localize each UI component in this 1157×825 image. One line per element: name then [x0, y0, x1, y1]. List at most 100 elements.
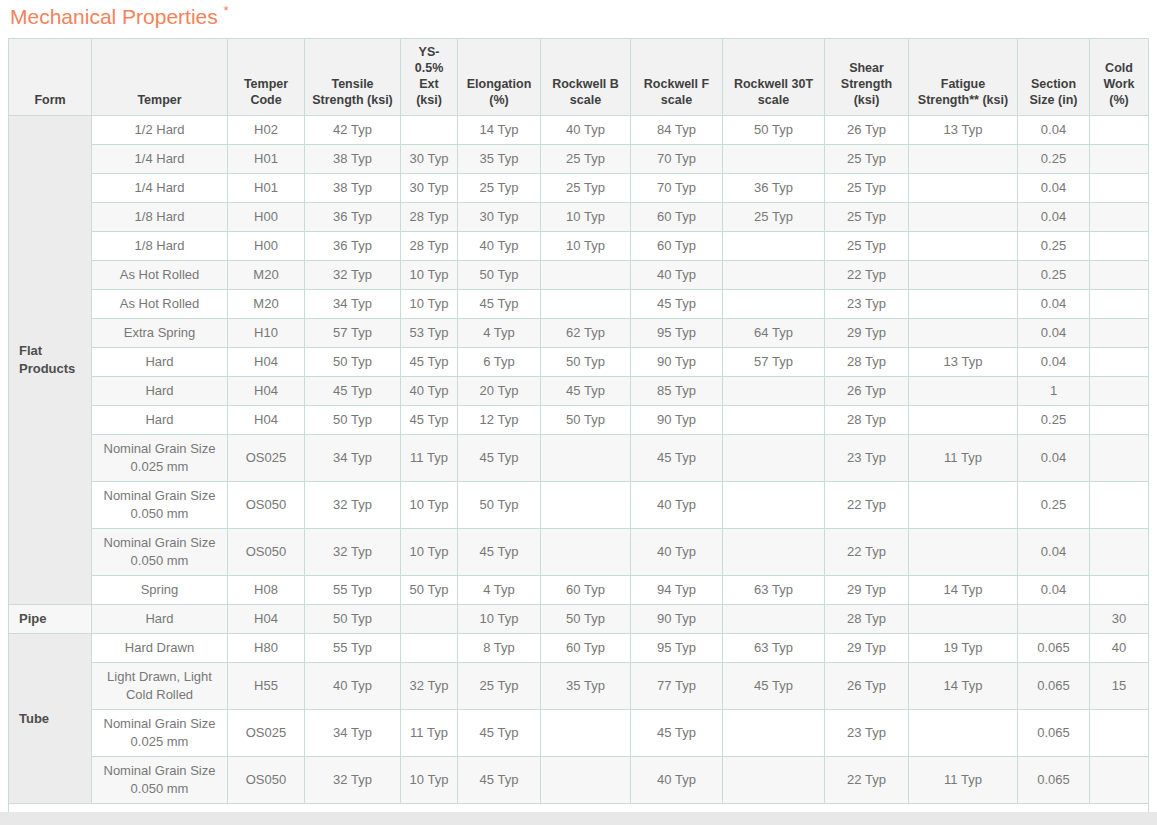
value-cell: 28 Typ: [401, 203, 458, 232]
value-cell: 10 Typ: [401, 482, 458, 529]
value-cell: 10 Typ: [458, 605, 541, 634]
value-cell: M20: [228, 290, 305, 319]
value-cell: [909, 261, 1018, 290]
value-cell: 0.04: [1018, 116, 1090, 145]
table-row: Nominal Grain Size 0.050 mmOS05032 Typ10…: [9, 529, 1149, 576]
column-header: Shear Strength (ksi): [825, 39, 909, 116]
value-cell: 25 Typ: [825, 203, 909, 232]
temper-cell: Light Drawn, Light Cold Rolled: [92, 663, 228, 710]
table-row: TubeHard DrawnH8055 Typ8 Typ60 Typ95 Typ…: [9, 634, 1149, 663]
table-row: 1/8 HardH0036 Typ28 Typ30 Typ10 Typ60 Ty…: [9, 203, 1149, 232]
value-cell: 60 Typ: [541, 576, 631, 605]
header-row: FormTemperTemper CodeTensile Strength (k…: [9, 39, 1149, 116]
value-cell: [1090, 482, 1149, 529]
value-cell: 40 Typ: [631, 529, 723, 576]
value-cell: [723, 290, 825, 319]
temper-cell: Hard: [92, 605, 228, 634]
value-cell: 50 Typ: [401, 576, 458, 605]
value-cell: 45 Typ: [458, 435, 541, 482]
column-header: Cold Work (%): [1090, 39, 1149, 116]
value-cell: [1090, 576, 1149, 605]
value-cell: [1090, 710, 1149, 757]
table-row: 1/4 HardH0138 Typ30 Typ35 Typ25 Typ70 Ty…: [9, 145, 1149, 174]
table-row: 1/8 HardH0036 Typ28 Typ40 Typ10 Typ60 Ty…: [9, 232, 1149, 261]
value-cell: 32 Typ: [305, 757, 401, 804]
value-cell: 29 Typ: [825, 634, 909, 663]
value-cell: 50 Typ: [458, 482, 541, 529]
value-cell: [1090, 290, 1149, 319]
value-cell: 10 Typ: [541, 232, 631, 261]
value-cell: 25 Typ: [541, 145, 631, 174]
table-row: SpringH0855 Typ50 Typ4 Typ60 Typ94 Typ63…: [9, 576, 1149, 605]
table-row: Nominal Grain Size 0.050 mmOS05032 Typ10…: [9, 757, 1149, 804]
value-cell: [1090, 377, 1149, 406]
value-cell: [909, 145, 1018, 174]
value-cell: 12 Typ: [458, 406, 541, 435]
value-cell: [723, 261, 825, 290]
value-cell: 45 Typ: [458, 710, 541, 757]
value-cell: 26 Typ: [825, 377, 909, 406]
value-cell: 45 Typ: [401, 406, 458, 435]
value-cell: [1090, 319, 1149, 348]
value-cell: 40 Typ: [631, 482, 723, 529]
value-cell: [909, 710, 1018, 757]
value-cell: 22 Typ: [825, 529, 909, 576]
value-cell: 10 Typ: [541, 203, 631, 232]
value-cell: 40 Typ: [458, 232, 541, 261]
value-cell: 60 Typ: [631, 203, 723, 232]
value-cell: 0.04: [1018, 529, 1090, 576]
value-cell: 94 Typ: [631, 576, 723, 605]
value-cell: H00: [228, 203, 305, 232]
value-cell: [401, 605, 458, 634]
value-cell: H01: [228, 145, 305, 174]
value-cell: [541, 290, 631, 319]
temper-cell: Nominal Grain Size 0.050 mm: [92, 757, 228, 804]
value-cell: 40 Typ: [401, 377, 458, 406]
value-cell: 32 Typ: [305, 482, 401, 529]
column-header: Rockwell B scale: [541, 39, 631, 116]
value-cell: 25 Typ: [825, 174, 909, 203]
value-cell: 10 Typ: [401, 529, 458, 576]
page-bottom-strip: [0, 812, 1157, 825]
value-cell: [541, 710, 631, 757]
table-row: Flat Products1/2 HardH0242 Typ14 Typ40 T…: [9, 116, 1149, 145]
value-cell: [909, 482, 1018, 529]
temper-cell: Extra Spring: [92, 319, 228, 348]
value-cell: 6 Typ: [458, 348, 541, 377]
value-cell: 25 Typ: [458, 174, 541, 203]
table-row: Nominal Grain Size 0.025 mmOS02534 Typ11…: [9, 710, 1149, 757]
column-header: Elongation (%): [458, 39, 541, 116]
value-cell: 30 Typ: [458, 203, 541, 232]
column-header: Temper Code: [228, 39, 305, 116]
value-cell: [723, 435, 825, 482]
value-cell: 29 Typ: [825, 576, 909, 605]
value-cell: 42 Typ: [305, 116, 401, 145]
value-cell: 0.25: [1018, 261, 1090, 290]
value-cell: 90 Typ: [631, 348, 723, 377]
value-cell: 45 Typ: [305, 377, 401, 406]
value-cell: 55 Typ: [305, 634, 401, 663]
value-cell: [723, 406, 825, 435]
value-cell: 22 Typ: [825, 261, 909, 290]
value-cell: 22 Typ: [825, 757, 909, 804]
value-cell: 11 Typ: [909, 757, 1018, 804]
value-cell: H04: [228, 406, 305, 435]
value-cell: 34 Typ: [305, 710, 401, 757]
temper-cell: Nominal Grain Size 0.050 mm: [92, 529, 228, 576]
value-cell: 50 Typ: [458, 261, 541, 290]
value-cell: 28 Typ: [825, 406, 909, 435]
value-cell: [1090, 261, 1149, 290]
value-cell: [401, 116, 458, 145]
value-cell: 45 Typ: [458, 290, 541, 319]
value-cell: 11 Typ: [401, 435, 458, 482]
table-row: Nominal Grain Size 0.025 mmOS02534 Typ11…: [9, 435, 1149, 482]
table-row: As Hot RolledM2034 Typ10 Typ45 Typ45 Typ…: [9, 290, 1149, 319]
value-cell: 23 Typ: [825, 435, 909, 482]
value-cell: 45 Typ: [401, 348, 458, 377]
temper-cell: Nominal Grain Size 0.025 mm: [92, 710, 228, 757]
value-cell: 34 Typ: [305, 435, 401, 482]
table-row: PipeHardH0450 Typ10 Typ50 Typ90 Typ28 Ty…: [9, 605, 1149, 634]
value-cell: [909, 174, 1018, 203]
value-cell: 84 Typ: [631, 116, 723, 145]
value-cell: 57 Typ: [305, 319, 401, 348]
